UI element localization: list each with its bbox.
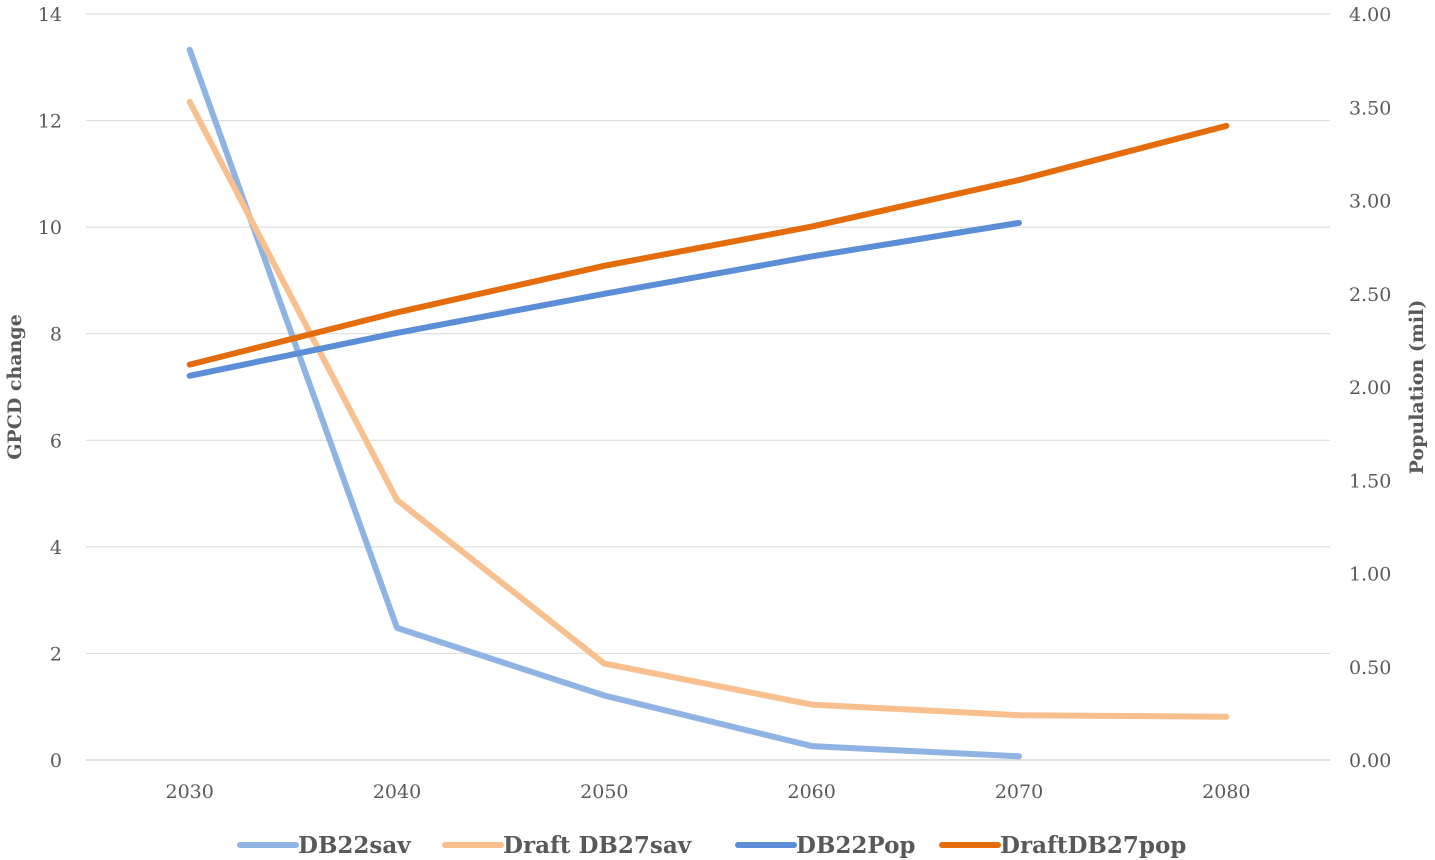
left-axis-ticks: 0 2 4 6 8 10 12 14 — [38, 4, 62, 772]
right-axis-tick-label: 2.50 — [1349, 284, 1391, 306]
left-axis-tick-label: 2 — [50, 643, 62, 665]
right-axis-tick-label: 1.00 — [1349, 564, 1391, 586]
series-line-draftdb27pop — [186, 122, 1230, 368]
legend-label: DB22Pop — [796, 832, 916, 859]
left-axis-tick-label: 8 — [50, 324, 62, 346]
right-axis-title: Population (mil) — [1406, 300, 1428, 475]
right-axis-tick-label: 4.00 — [1349, 4, 1391, 26]
legend-label: Draft DB27sav — [503, 832, 692, 859]
series-line-db22pop — [186, 219, 1022, 379]
series-line-draft-db27sav — [186, 98, 1230, 720]
left-axis-tick-label: 6 — [50, 430, 62, 452]
series-line-db22sav — [186, 46, 1022, 760]
right-axis-tick-label: 0.50 — [1349, 657, 1391, 679]
x-axis-tick-label: 2060 — [787, 781, 835, 803]
x-axis-tick-label: 2080 — [1202, 781, 1250, 803]
right-axis-tick-label: 0.00 — [1349, 750, 1391, 772]
left-axis-tick-label: 14 — [38, 4, 62, 26]
left-axis-tick-label: 10 — [38, 217, 62, 239]
right-axis-ticks: 0.00 0.50 1.00 1.50 2.00 2.50 3.00 3.50 4.00 — [1349, 4, 1391, 772]
left-axis-tick-label: 4 — [50, 537, 62, 559]
legend-label: DB22sav — [298, 832, 411, 859]
x-axis-tick-label: 2030 — [165, 781, 213, 803]
x-axis-tick-label: 2040 — [373, 781, 421, 803]
gridlines — [86, 13, 1330, 761]
left-axis-tick-label: 12 — [38, 111, 62, 133]
right-axis-tick-label: 2.00 — [1349, 377, 1391, 399]
x-axis-tick-label: 2070 — [995, 781, 1043, 803]
legend: DB22sav Draft DB27sav DB22Pop DraftDB27pop — [237, 832, 1186, 859]
right-axis-tick-label: 3.50 — [1349, 97, 1391, 119]
left-axis-title: GPCD change — [4, 314, 26, 460]
right-axis-tick-label: 3.00 — [1349, 191, 1391, 213]
series-lines — [186, 46, 1230, 760]
x-axis-tick-label: 2050 — [580, 781, 628, 803]
x-axis-ticks: 2030 2040 2050 2060 2070 2080 — [165, 781, 1250, 803]
legend-label: DraftDB27pop — [1000, 832, 1186, 859]
left-axis-tick-label: 0 — [50, 750, 62, 772]
right-axis-tick-label: 1.50 — [1349, 470, 1391, 492]
